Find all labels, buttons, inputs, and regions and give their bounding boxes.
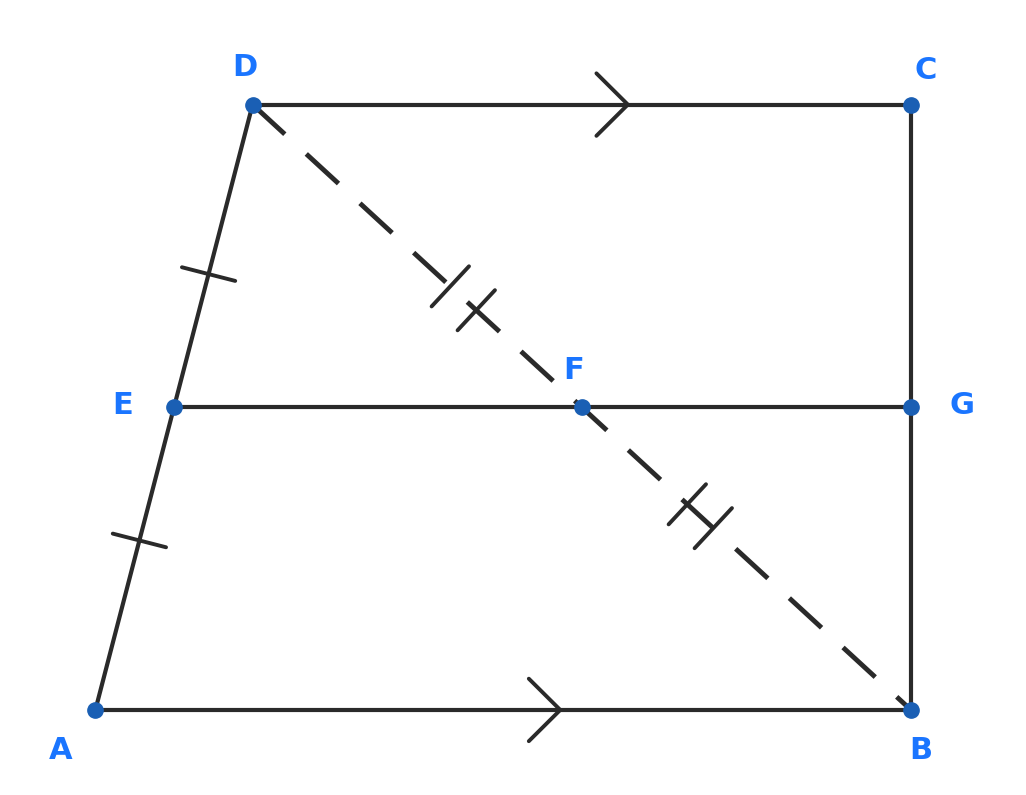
Text: B: B [909, 736, 933, 766]
Text: D: D [232, 53, 258, 82]
Text: E: E [113, 391, 133, 420]
Text: F: F [563, 355, 584, 385]
Text: G: G [949, 391, 975, 420]
Text: A: A [49, 736, 73, 766]
Text: C: C [914, 56, 937, 85]
